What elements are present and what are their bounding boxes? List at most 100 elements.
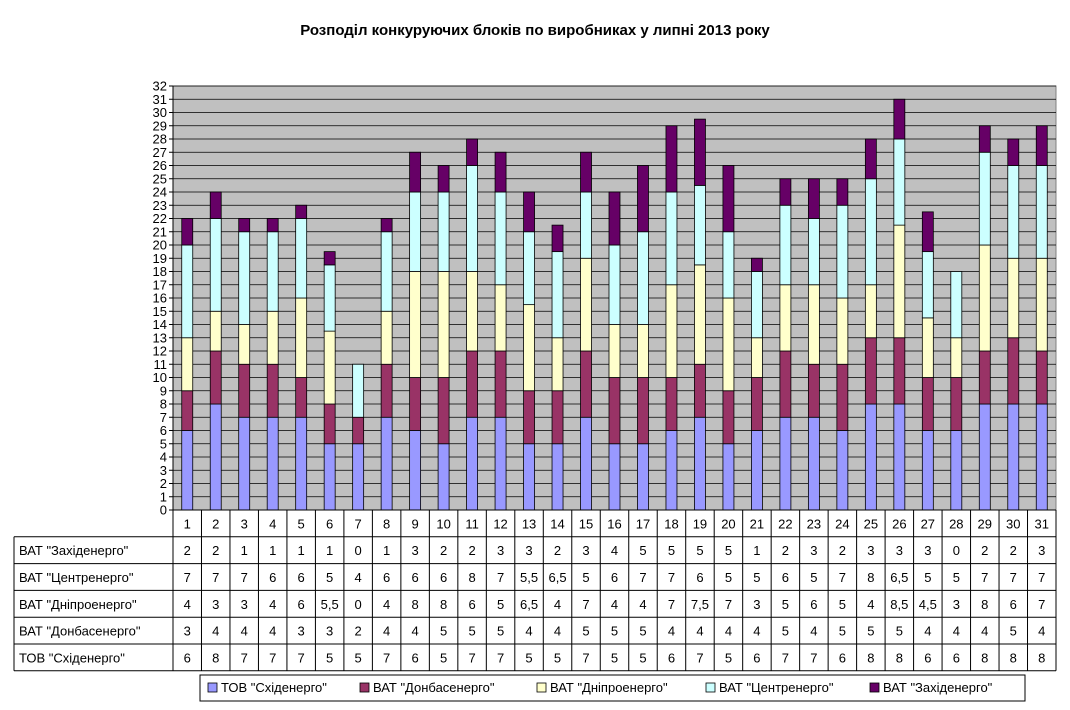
table-cell-value: 6: [184, 650, 191, 665]
table-cell-value: 3: [241, 597, 248, 612]
table-cell-value: 3: [298, 624, 305, 639]
category-label: 23: [807, 516, 821, 531]
table-cell-value: 5: [839, 624, 846, 639]
y-tick-label: 17: [153, 277, 167, 292]
bar-segment-1-day-31: [1035, 403, 1048, 511]
table-cell-value: 8: [896, 650, 903, 665]
bar-segment-1-day-13: [523, 443, 535, 511]
y-tick-label: 28: [153, 132, 167, 147]
bar-segment-5-day-26: [893, 98, 906, 140]
bar-segment-2-day-18: [665, 377, 678, 431]
table-cell-value: 3: [582, 543, 589, 558]
table-cell-value: 6,5: [520, 597, 538, 612]
bar-segment-5-day-24: [836, 178, 849, 206]
table-cell-value: 2: [440, 543, 447, 558]
bar-segment-1-day-4: [266, 416, 279, 511]
table-cell-value: 7: [383, 650, 390, 665]
bar-segment-1-day-14: [551, 443, 564, 511]
bar-segment-2-day-19: [694, 363, 706, 418]
table-cell-value: 7: [1038, 597, 1045, 612]
table-series-name: ТОВ "Східенерго": [19, 650, 125, 665]
bar-segment-5-day-27: [921, 211, 934, 253]
table-cell-value: 3: [497, 543, 504, 558]
y-tick-label: 11: [154, 357, 168, 372]
table-cell-value: 6: [953, 650, 960, 665]
bar-segment-2-day-17: [637, 377, 649, 445]
bar-segment-1-day-2: [209, 403, 222, 511]
table-cell-value: 6: [298, 597, 305, 612]
table-cell-value: 6: [269, 570, 276, 585]
table-cell-value: 2: [355, 624, 362, 639]
bar-segment-3-day-29: [978, 244, 991, 352]
table-cell-value: 4: [867, 597, 874, 612]
table-cell-value: 6: [468, 597, 475, 612]
bar-segment-4-day-7: [352, 363, 365, 418]
table-series-name: ВАТ "Дніпроенерго": [19, 597, 137, 612]
table-cell-value: 3: [867, 543, 874, 558]
table-cell-value: 2: [212, 543, 219, 558]
bar-segment-1-day-29: [978, 403, 991, 511]
table-cell-value: 5: [639, 650, 646, 665]
table-cell-value: 0: [953, 543, 960, 558]
bar-segment-3-day-30: [1007, 257, 1020, 339]
bar-segment-5-day-10: [437, 165, 450, 193]
table-cell-value: 5: [725, 570, 732, 585]
bar-segment-4-day-3: [238, 231, 251, 325]
legend-label: ВАТ "Центренерго": [719, 680, 834, 695]
table-cell-value: 1: [753, 543, 760, 558]
table-cell-value: 5: [725, 543, 732, 558]
table-cell-value: 2: [839, 543, 846, 558]
bar-segment-2-day-29: [978, 350, 991, 405]
table-cell-value: 6,5: [548, 570, 566, 585]
table-cell-value: 4: [383, 624, 390, 639]
category-label: 29: [978, 516, 992, 531]
bar-segment-1-day-5: [295, 416, 308, 511]
table-cell-value: 7: [582, 650, 589, 665]
table-cell-value: 8: [468, 570, 475, 585]
table-cell-value: 6: [298, 570, 305, 585]
table-cell-value: 3: [810, 543, 817, 558]
legend-swatch: [207, 682, 218, 693]
bar-segment-2-day-11: [466, 350, 478, 418]
bar-segment-2-day-24: [836, 363, 849, 431]
table-cell-value: 6: [611, 570, 618, 585]
table-cell-value: 7: [241, 650, 248, 665]
bar-segment-4-day-17: [637, 231, 649, 325]
y-tick-label: 16: [153, 291, 167, 306]
table-cell-value: 1: [326, 543, 333, 558]
bar-segment-4-day-4: [266, 231, 279, 312]
bar-segment-2-day-7: [352, 416, 365, 445]
table-cell-value: 8: [1038, 650, 1045, 665]
category-label: 24: [835, 516, 849, 531]
bar-segment-1-day-21: [751, 430, 763, 511]
table-cell-value: 4: [269, 624, 276, 639]
category-label: 12: [493, 516, 507, 531]
y-tick-label: 0: [160, 503, 167, 518]
bar-segment-5-day-16: [608, 191, 621, 246]
y-tick-label: 22: [153, 211, 167, 226]
bar-segment-2-day-1: [181, 390, 194, 431]
bar-segment-3-day-6: [323, 330, 336, 405]
bar-segment-3-day-13: [523, 304, 535, 392]
y-tick-label: 5: [160, 436, 167, 451]
bar-segment-1-day-25: [864, 403, 877, 511]
bar-segment-4-day-2: [209, 218, 222, 312]
bar-segment-2-day-15: [580, 350, 592, 418]
y-tick-label: 10: [153, 370, 167, 385]
table-cell-value: 5: [867, 624, 874, 639]
table-cell-value: 7: [782, 650, 789, 665]
y-tick-label: 9: [160, 383, 167, 398]
bar-segment-5-day-25: [864, 138, 877, 180]
table-cell-value: 7: [1038, 570, 1045, 585]
bar-segment-1-day-10: [437, 443, 450, 511]
bar-segment-3-day-19: [694, 264, 706, 365]
table-cell-value: 0: [355, 543, 362, 558]
bar-segment-2-day-21: [751, 377, 763, 431]
bar-segment-1-day-22: [779, 416, 792, 511]
table-cell-value: 5,5: [321, 597, 339, 612]
table-cell-value: 6: [440, 570, 447, 585]
table-cell-value: 1: [241, 543, 248, 558]
bar-segment-3-day-14: [551, 337, 564, 392]
table-series-name: ВАТ "Центренерго": [19, 570, 134, 585]
table-cell-value: 7: [269, 650, 276, 665]
